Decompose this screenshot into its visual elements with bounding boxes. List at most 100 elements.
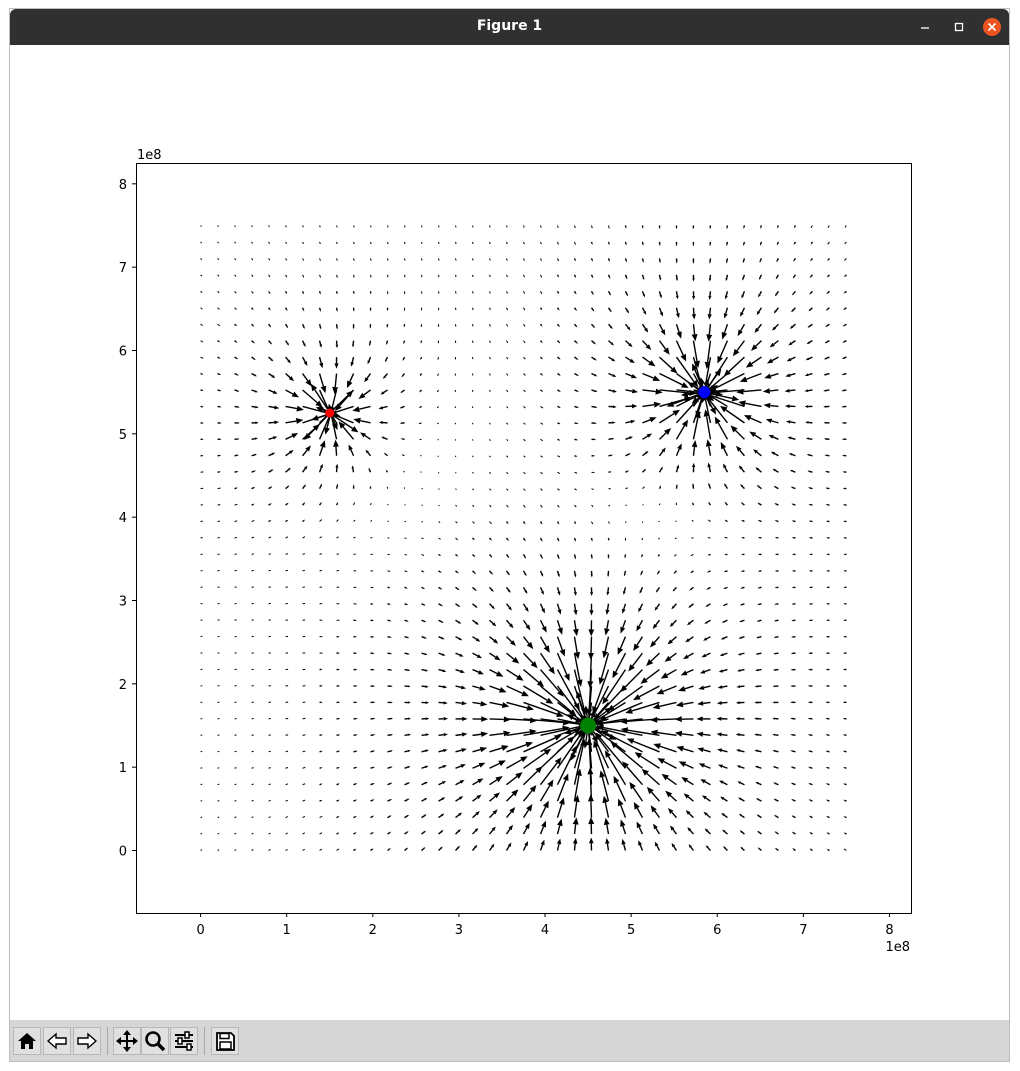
- field-arrow: [723, 323, 729, 334]
- field-arrow: [775, 503, 779, 506]
- field-arrow: [353, 274, 355, 278]
- field-arrow: [404, 504, 406, 506]
- y-tick-label: 7: [119, 261, 127, 276]
- field-arrowhead: [524, 590, 528, 594]
- field-arrowhead: [624, 556, 626, 559]
- field-arrowhead: [390, 701, 393, 704]
- field-arrow: [404, 766, 408, 769]
- field-arrow: [421, 636, 425, 639]
- field-arrow: [285, 258, 288, 261]
- field-arrowhead: [808, 503, 811, 506]
- field-arrowhead: [825, 734, 828, 736]
- field-arrowhead: [543, 645, 550, 653]
- save-button[interactable]: [211, 1027, 239, 1055]
- field-arrow: [251, 340, 254, 343]
- field-arrow: [758, 503, 762, 506]
- field-arrow: [217, 800, 220, 802]
- field-arrow: [793, 848, 796, 852]
- field-arrow: [506, 488, 509, 491]
- field-arrow: [624, 669, 643, 688]
- field-arrowhead: [843, 504, 845, 506]
- field-arrow: [591, 340, 595, 344]
- field-arrow: [725, 519, 728, 523]
- field-arrowhead: [755, 782, 759, 785]
- field-arrowhead: [626, 310, 630, 314]
- field-arrowhead: [593, 455, 596, 457]
- field-arrowhead: [844, 275, 846, 278]
- field-arrowhead: [774, 815, 777, 817]
- field-arrowhead: [629, 358, 635, 364]
- field-arrow: [506, 258, 508, 261]
- field-arrowhead: [841, 422, 844, 424]
- forward-button[interactable]: [73, 1027, 101, 1055]
- configure-subplots-button[interactable]: [170, 1027, 198, 1055]
- pan-button[interactable]: [113, 1027, 141, 1055]
- field-arrow: [200, 372, 203, 375]
- field-arrow: [438, 586, 441, 590]
- field-arrow: [540, 471, 543, 475]
- field-arrow: [268, 734, 272, 736]
- field-arrowhead: [302, 309, 305, 312]
- field-arrowhead: [790, 701, 793, 704]
- field-arrow: [352, 468, 355, 473]
- field-arrow: [556, 779, 567, 802]
- field-arrowhead: [576, 679, 583, 687]
- field-arrow: [663, 760, 677, 769]
- field-arrow: [605, 701, 643, 719]
- zoom-button[interactable]: [141, 1027, 169, 1055]
- close-button[interactable]: [981, 16, 1003, 38]
- field-arrowhead: [304, 465, 308, 470]
- field-arrow: [506, 274, 508, 278]
- field-arrow: [642, 486, 645, 490]
- field-arrow: [318, 446, 324, 456]
- field-arrow: [505, 828, 511, 835]
- field-arrow: [591, 731, 610, 769]
- maximize-button[interactable]: [948, 16, 970, 38]
- field-arrowhead: [219, 471, 221, 473]
- field-arrowhead: [319, 440, 326, 448]
- field-arrow: [523, 727, 563, 737]
- field-arrow: [506, 406, 509, 409]
- field-arrowhead: [607, 704, 615, 712]
- field-arrow: [284, 290, 288, 294]
- field-arrow: [404, 241, 406, 245]
- field-arrow: [740, 467, 745, 473]
- field-arrowhead: [791, 603, 794, 605]
- field-arrow: [556, 521, 560, 524]
- field-arrow: [539, 762, 558, 786]
- field-arrowhead: [291, 391, 300, 398]
- field-arrowhead: [423, 814, 427, 817]
- field-arrow: [723, 814, 728, 819]
- field-arrowhead: [270, 358, 274, 362]
- title-bar[interactable]: Figure 1: [10, 9, 1009, 45]
- field-arrowhead: [588, 652, 594, 660]
- field-arrow: [607, 307, 611, 311]
- field-arrowhead: [772, 685, 776, 688]
- field-arrow: [844, 258, 847, 261]
- field-arrowhead: [628, 342, 633, 348]
- field-arrowhead: [723, 587, 726, 590]
- minimize-button[interactable]: [914, 16, 936, 38]
- back-button[interactable]: [43, 1027, 71, 1055]
- field-arrowhead: [459, 780, 465, 784]
- home-button[interactable]: [13, 1027, 41, 1055]
- field-arrowhead: [691, 314, 697, 320]
- field-arrowhead: [458, 621, 462, 624]
- field-arrowhead: [372, 799, 375, 801]
- field-arrowhead: [718, 669, 724, 673]
- field-arrow: [642, 389, 656, 393]
- field-arrowhead: [622, 761, 629, 769]
- field-arrowhead: [422, 571, 425, 573]
- field-arrowhead: [423, 604, 426, 606]
- field-arrowhead: [573, 628, 579, 637]
- field-arrowhead: [793, 243, 796, 245]
- field-arrow: [387, 766, 391, 769]
- field-arrow: [506, 718, 531, 722]
- field-arrow: [792, 503, 796, 506]
- field-arrowhead: [587, 681, 594, 689]
- field-arrowhead: [236, 357, 239, 360]
- field-arrowhead: [355, 636, 357, 638]
- y-tick-label: 3: [119, 595, 127, 610]
